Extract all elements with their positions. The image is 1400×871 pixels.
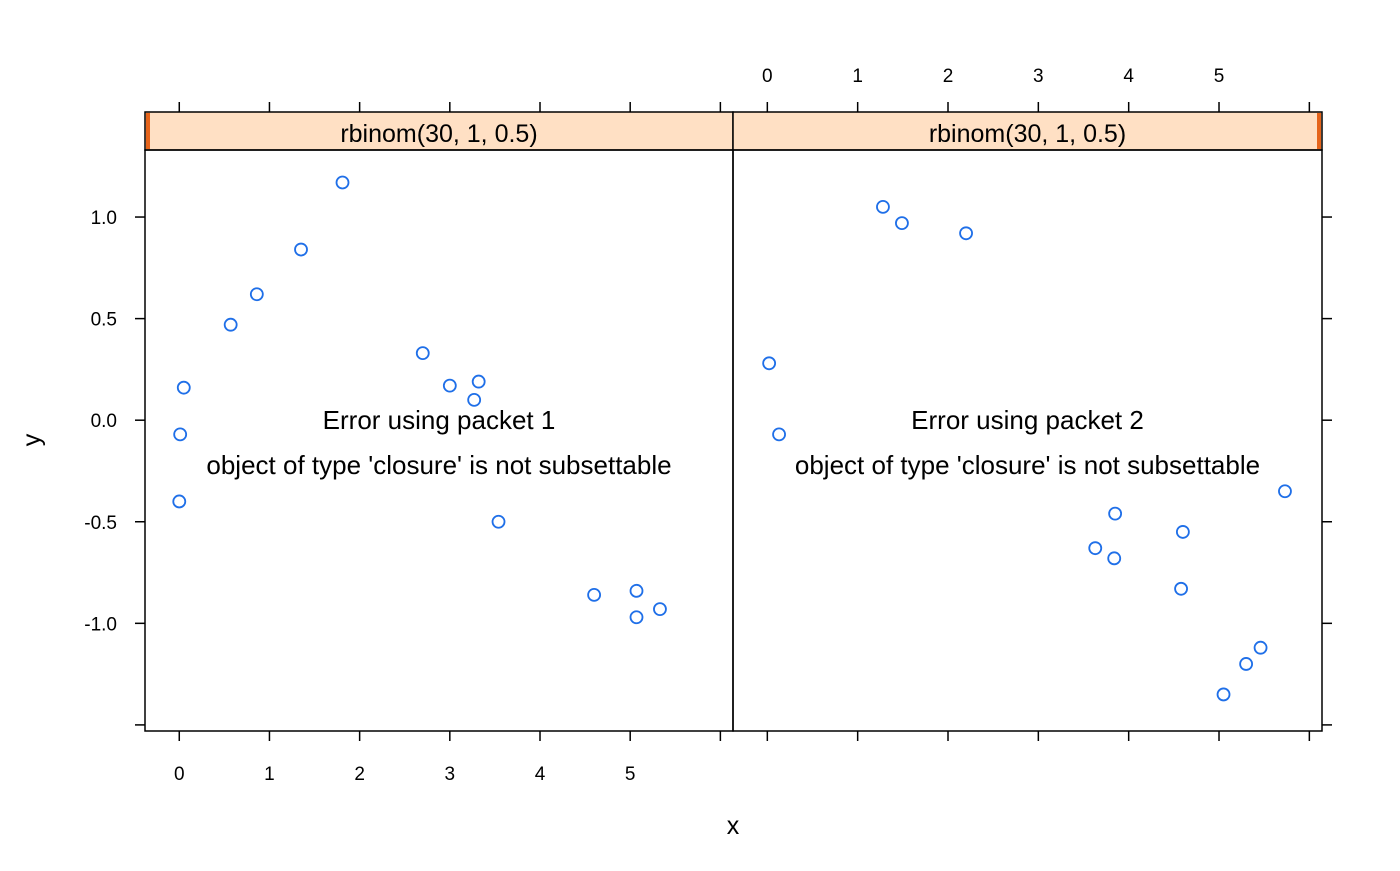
data-point xyxy=(442,378,457,393)
y-axis-title: y xyxy=(18,433,46,446)
data-point xyxy=(223,317,238,332)
x-tick-label: 4 xyxy=(1123,66,1134,87)
error-title-2: Error using packet 2 xyxy=(911,405,1144,435)
x-tick-label: 2 xyxy=(354,764,365,785)
strip-1 xyxy=(144,111,734,151)
y-tick-label: -0.5 xyxy=(84,513,117,534)
y-tick-label: -1.0 xyxy=(84,614,117,635)
y-tick-label: 0.0 xyxy=(91,411,117,432)
panel-frame-1 xyxy=(144,149,734,732)
x-tick-label: 5 xyxy=(625,764,636,785)
error-title-1: Error using packet 1 xyxy=(323,405,556,435)
data-point xyxy=(467,392,482,407)
data-point xyxy=(1278,484,1292,499)
text-layer: rbinom(30, 1, 0.5) 0 1 2 3 4 5 Error using pack… xyxy=(18,66,1260,840)
data-point xyxy=(959,226,973,241)
x-tick-label: 2 xyxy=(943,66,954,87)
x-tick-label: 0 xyxy=(762,66,773,87)
data-point xyxy=(629,583,644,598)
data-point xyxy=(1253,640,1268,655)
data-point xyxy=(1107,551,1122,566)
data-point xyxy=(294,242,308,257)
error-message-2: object of type 'closure' is not subsetta… xyxy=(795,450,1260,480)
data-point xyxy=(1239,657,1254,671)
data-point xyxy=(1216,687,1231,702)
data-point xyxy=(1088,541,1103,556)
x-axis-title: x xyxy=(727,812,740,840)
x-tick-label: 1 xyxy=(852,66,863,87)
points-layer xyxy=(172,175,1292,702)
data-point xyxy=(1175,525,1190,539)
data-point xyxy=(172,494,187,509)
data-point xyxy=(876,199,890,214)
error-message-1: object of type 'closure' is not subsetta… xyxy=(206,450,671,480)
data-point xyxy=(772,427,786,442)
x-tick-label: 3 xyxy=(1033,66,1044,87)
strip-label-2: rbinom(30, 1, 0.5) xyxy=(929,120,1126,148)
data-point xyxy=(629,610,644,625)
y-tick-label: 1.0 xyxy=(91,208,117,229)
data-point xyxy=(895,216,909,231)
data-point xyxy=(491,514,506,529)
data-point xyxy=(415,346,430,361)
data-point xyxy=(335,175,350,190)
x-tick-label: 0 xyxy=(174,764,185,785)
x-tick-label: 3 xyxy=(445,764,456,785)
data-point xyxy=(653,602,667,617)
panel-frame-2 xyxy=(732,149,1323,732)
strip-label-1: rbinom(30, 1, 0.5) xyxy=(340,120,537,148)
data-point xyxy=(173,427,188,442)
y-tick-label: 0.5 xyxy=(91,310,117,331)
strip-level-marker xyxy=(1317,113,1321,149)
data-point xyxy=(587,587,602,602)
data-point xyxy=(471,374,486,389)
x-tick-label: 4 xyxy=(535,764,546,785)
data-point xyxy=(1174,581,1188,596)
x-tick-label: 1 xyxy=(264,764,275,785)
data-point xyxy=(176,380,191,395)
panel-frames-layer xyxy=(135,102,1332,741)
data-point xyxy=(249,287,264,302)
data-point xyxy=(1108,506,1123,521)
x-tick-label: 5 xyxy=(1214,66,1225,87)
data-point xyxy=(762,356,777,371)
strip-2 xyxy=(732,111,1323,151)
strip-level-marker xyxy=(146,113,150,149)
